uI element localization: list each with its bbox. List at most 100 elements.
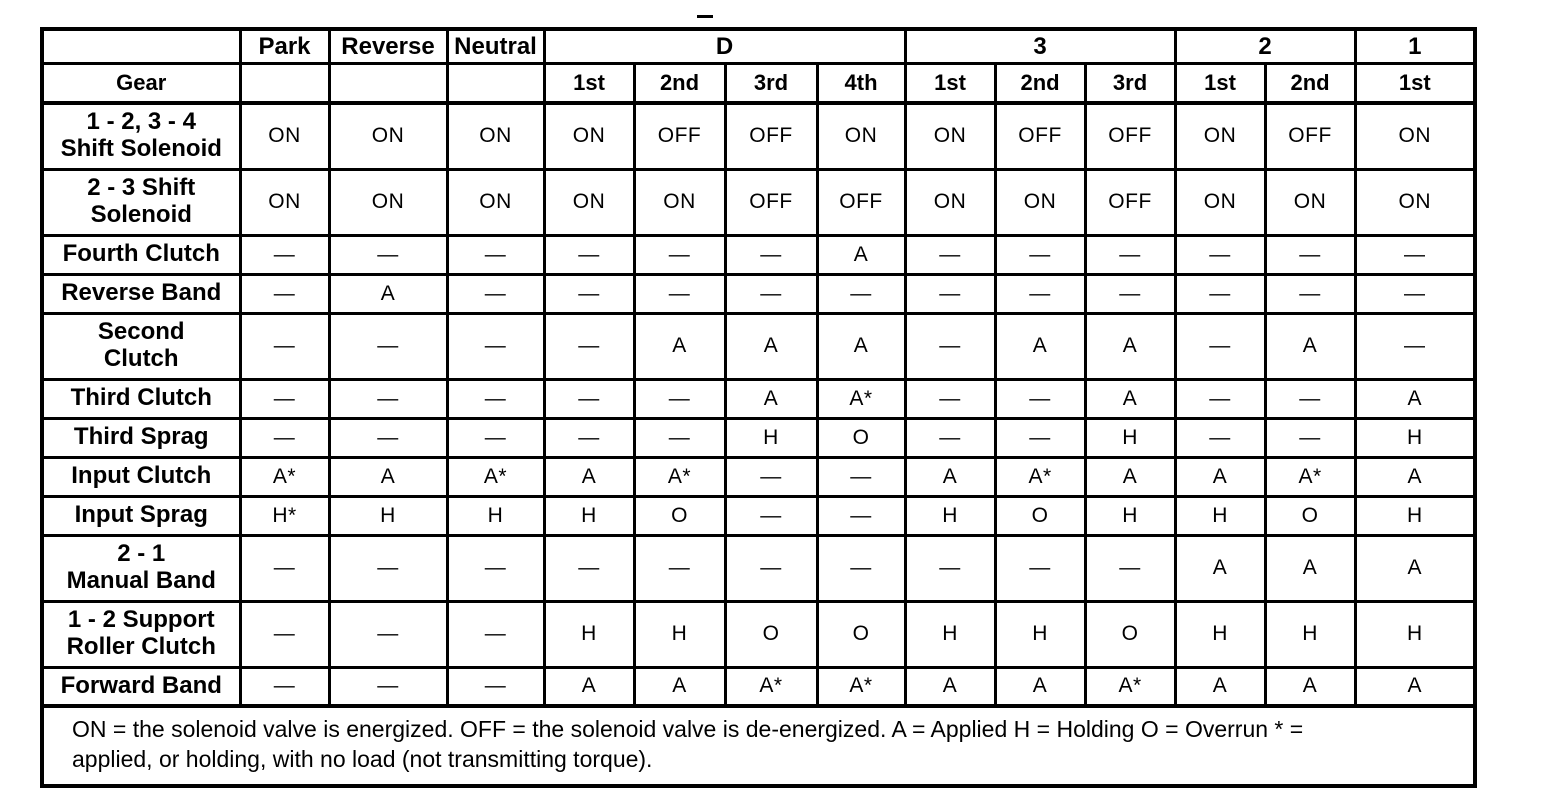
table-row: Third Sprag — — — — — H O — — H — — H [40,416,1477,459]
cell: H [542,494,636,537]
cell: — [993,416,1087,459]
range-header-2: 2 [1173,27,1357,65]
cell: — [327,377,449,420]
cell: A [1353,533,1477,603]
cell: — [815,272,907,315]
table-row: Fourth Clutch — — — — — — A — — — — — — [40,233,1477,276]
cell: — [723,233,819,276]
cell: ON [903,101,997,171]
cell: A [1263,533,1357,603]
cell: ON [238,101,331,171]
cell: A [903,665,997,708]
cell: — [632,377,727,420]
cell: — [1173,272,1267,315]
table-body: 1 - 2, 3 - 4 Shift Solenoid ON ON ON ON OFF OF… [40,101,1477,708]
subcol-header-d-4th: 4th [815,62,907,105]
cell: H [903,494,997,537]
range-header-3: 3 [903,27,1177,65]
cell: — [1353,311,1477,381]
cell: A [1173,533,1267,603]
cell: — [327,599,449,669]
cell: — [327,233,449,276]
cell: ON [1353,101,1477,171]
cell: — [1083,272,1177,315]
cell: H [993,599,1087,669]
cell: — [993,233,1087,276]
corner-cell [40,27,242,65]
cell: H [1353,416,1477,459]
range-header-row: Park Reverse Neutral D 3 2 1 [40,27,1477,65]
cell: A [1173,665,1267,708]
cell: A [903,455,997,498]
cell: OFF [723,101,819,171]
cell: A [542,455,636,498]
cell: A* [632,455,727,498]
cell: OFF [815,167,907,237]
gear-cell-neutral [445,62,546,105]
cell: H [445,494,546,537]
cell: — [815,455,907,498]
row-label: Input Clutch [40,455,242,498]
cell: H [723,416,819,459]
legend-text: ON = the solenoid valve is energized. OF… [40,704,1477,788]
cell: OFF [1263,101,1357,171]
cell: O [632,494,727,537]
cell: A* [815,377,907,420]
table-row: Third Clutch — — — — — A A* — — A — — A [40,377,1477,420]
cell: O [815,416,907,459]
cell: — [238,533,331,603]
table-row: Input Sprag H* H H H O — — H O H H O H [40,494,1477,537]
table-row: 2 - 3 Shift Solenoid ON ON ON ON ON OFF OFF ON ON… [40,167,1477,237]
cell: OFF [993,101,1087,171]
range-header-d: D [542,27,907,65]
cell: — [238,416,331,459]
cell: — [903,533,997,603]
cell: — [445,533,546,603]
cell: — [1263,416,1357,459]
row-label: Input Sprag [40,494,242,537]
cell: H [327,494,449,537]
subcol-header-3-1st: 1st [903,62,997,105]
row-label: 1 - 2, 3 - 4 Shift Solenoid [40,101,242,171]
cell: — [1353,272,1477,315]
cell: A [1353,377,1477,420]
row-label: 2 - 3 Shift Solenoid [40,167,242,237]
cell: — [542,533,636,603]
table-row: 1 - 2, 3 - 4 Shift Solenoid ON ON ON ON OFF OF… [40,101,1477,171]
cell: A [1173,455,1267,498]
cell: — [238,599,331,669]
cell: A [1263,311,1357,381]
subcol-header-2-2nd: 2nd [1263,62,1357,105]
cell: A* [815,665,907,708]
subcol-header-1-1st: 1st [1353,62,1477,105]
cell: O [723,599,819,669]
cell: A [1353,455,1477,498]
subcol-header-d-3rd: 3rd [723,62,819,105]
cell: OFF [1083,101,1177,171]
cell: ON [327,101,449,171]
cell: ON [445,167,546,237]
cell: H [1173,599,1267,669]
cell: — [238,377,331,420]
row-label: Third Clutch [40,377,242,420]
cell: — [1263,377,1357,420]
cell: — [1083,533,1177,603]
cell: — [1083,233,1177,276]
cell: A [1083,455,1177,498]
cell: — [903,311,997,381]
cell: — [445,233,546,276]
table-row: Second Clutch — — — — A A A — A A — A — [40,311,1477,381]
cell: — [903,377,997,420]
cell: A [1353,665,1477,708]
cell: H [1173,494,1267,537]
cell: OFF [1083,167,1177,237]
cell: A* [1083,665,1177,708]
cell: — [993,272,1087,315]
cell: — [723,272,819,315]
cell: OFF [632,101,727,171]
cell: H [1083,494,1177,537]
cell: A [327,272,449,315]
table-row: 1 - 2 Support Roller Clutch — — — H H O O H H O H H H [40,599,1477,669]
cell: — [632,533,727,603]
cell: ON [903,167,997,237]
